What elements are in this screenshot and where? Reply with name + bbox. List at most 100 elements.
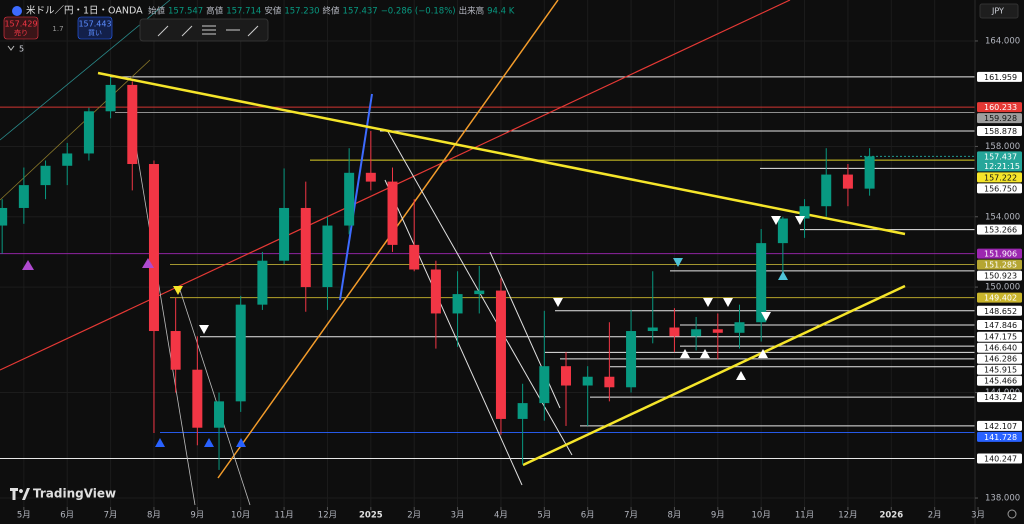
x-tick-label: 10月 <box>752 511 771 521</box>
collapse-icon[interactable] <box>7 45 15 51</box>
tool-icon[interactable] <box>202 25 216 35</box>
buy-price: 157.443 <box>78 20 111 29</box>
candle-body <box>842 174 853 189</box>
x-tick-label: 8月 <box>147 511 161 521</box>
level-label: 147.846 <box>984 321 1017 330</box>
x-tick-label: 9月 <box>711 511 725 521</box>
x-tick-label: 5月 <box>17 511 31 521</box>
y-tick-label: 158.000 <box>985 142 1020 152</box>
symbol-title: 米ドル／円・1日・OANDA <box>26 5 143 17</box>
candle-body <box>452 294 463 314</box>
x-tick-label: 6月 <box>581 511 595 521</box>
level-label-box <box>977 224 1022 235</box>
candle-body <box>387 181 398 245</box>
x-tick-label: 2025 <box>359 511 383 521</box>
trend-line <box>339 93 373 301</box>
level-labels: 161.959 160.233 159.928 158.878 157.43712:21… <box>977 71 1022 464</box>
ohlc-text: 高値 <box>206 6 224 17</box>
ohlc-text: 安値 <box>264 6 282 17</box>
ohlc-text: 157.547 <box>168 7 203 17</box>
arrow <box>736 371 746 380</box>
candle-body <box>495 290 506 419</box>
x-tick-label: 5月 <box>537 511 551 521</box>
arrow <box>173 286 183 295</box>
level-label-box <box>977 71 1022 82</box>
x-tick-label: 11月 <box>274 511 293 521</box>
x-tick-label: 3月 <box>451 511 465 521</box>
candle-body <box>561 366 572 386</box>
arrow <box>142 258 154 268</box>
toolbar-icons <box>157 25 259 37</box>
x-tick-label: 3月 <box>971 511 985 521</box>
x-tick-label: 2月 <box>407 511 421 521</box>
level-label-box <box>977 102 1022 113</box>
arrows <box>22 216 805 447</box>
settings-icon[interactable] <box>1007 509 1017 519</box>
currency-box[interactable] <box>979 3 1019 19</box>
level-label: 151.906 <box>984 250 1017 259</box>
arrow <box>236 438 246 447</box>
level-label-box <box>977 319 1022 330</box>
arrow <box>673 258 683 267</box>
level-label: 159.928 <box>984 114 1017 123</box>
y-tick-label: 150.000 <box>985 283 1020 293</box>
arrow <box>199 325 209 334</box>
sell-label: 売り <box>14 28 28 37</box>
candle-body <box>192 369 203 428</box>
candle-body <box>604 376 615 388</box>
candle-body <box>777 218 788 244</box>
arrow <box>723 298 733 307</box>
candle-body <box>0 207 8 226</box>
tool-icon[interactable] <box>247 25 259 37</box>
level-label: 148.652 <box>984 307 1017 316</box>
indicator-count: 5 <box>19 45 24 54</box>
drawings <box>0 0 906 506</box>
level-label-box <box>977 151 1022 172</box>
logo: TradingView <box>33 487 116 501</box>
candle-body <box>83 111 94 154</box>
level-label: 140.247 <box>984 455 1017 464</box>
level-label-box <box>977 331 1022 342</box>
level-label: 146.286 <box>984 355 1017 364</box>
tool-icon[interactable] <box>181 25 193 37</box>
level-label-box <box>977 248 1022 259</box>
candle-body <box>734 322 745 333</box>
level-label-box <box>977 431 1022 442</box>
ohlc-text: −0.286 (−0.18%) <box>381 7 456 17</box>
ohlc-text: 終値 <box>323 6 341 17</box>
buy-label: 買い <box>88 29 102 37</box>
candle-body <box>821 174 832 207</box>
arrow <box>680 349 690 358</box>
trend-line <box>179 289 251 506</box>
ohlc-text: 出来高 <box>459 6 485 17</box>
candle-body <box>148 164 159 332</box>
arrow <box>553 298 563 307</box>
arrow <box>155 438 165 447</box>
x-tick-label: 9月 <box>190 511 204 521</box>
candle-body <box>474 290 485 295</box>
x-tick-label: 2026 <box>879 511 903 521</box>
candle-body <box>18 185 29 208</box>
level-label-box <box>977 392 1022 403</box>
sell-button[interactable] <box>3 16 39 40</box>
candle-body <box>127 84 138 165</box>
x-tick-label: 11月 <box>795 511 814 521</box>
tool-icon[interactable] <box>157 25 169 37</box>
x-tick-label: 6月 <box>60 511 74 521</box>
level-label-box <box>977 364 1022 375</box>
arrow <box>758 349 768 358</box>
level-label: 160.233 <box>984 103 1017 112</box>
candle-body <box>430 269 441 314</box>
level-label: 161.959 <box>984 73 1017 82</box>
arrow <box>761 312 771 321</box>
candle-body <box>539 366 550 404</box>
level-label-box <box>977 113 1022 124</box>
candle-body <box>214 401 225 428</box>
level-label-box <box>977 305 1022 316</box>
buy-button[interactable] <box>77 16 113 40</box>
symbol-flag <box>12 6 22 16</box>
x-tick-label: 10月 <box>231 511 250 521</box>
level-label: 157.222 <box>984 173 1017 182</box>
